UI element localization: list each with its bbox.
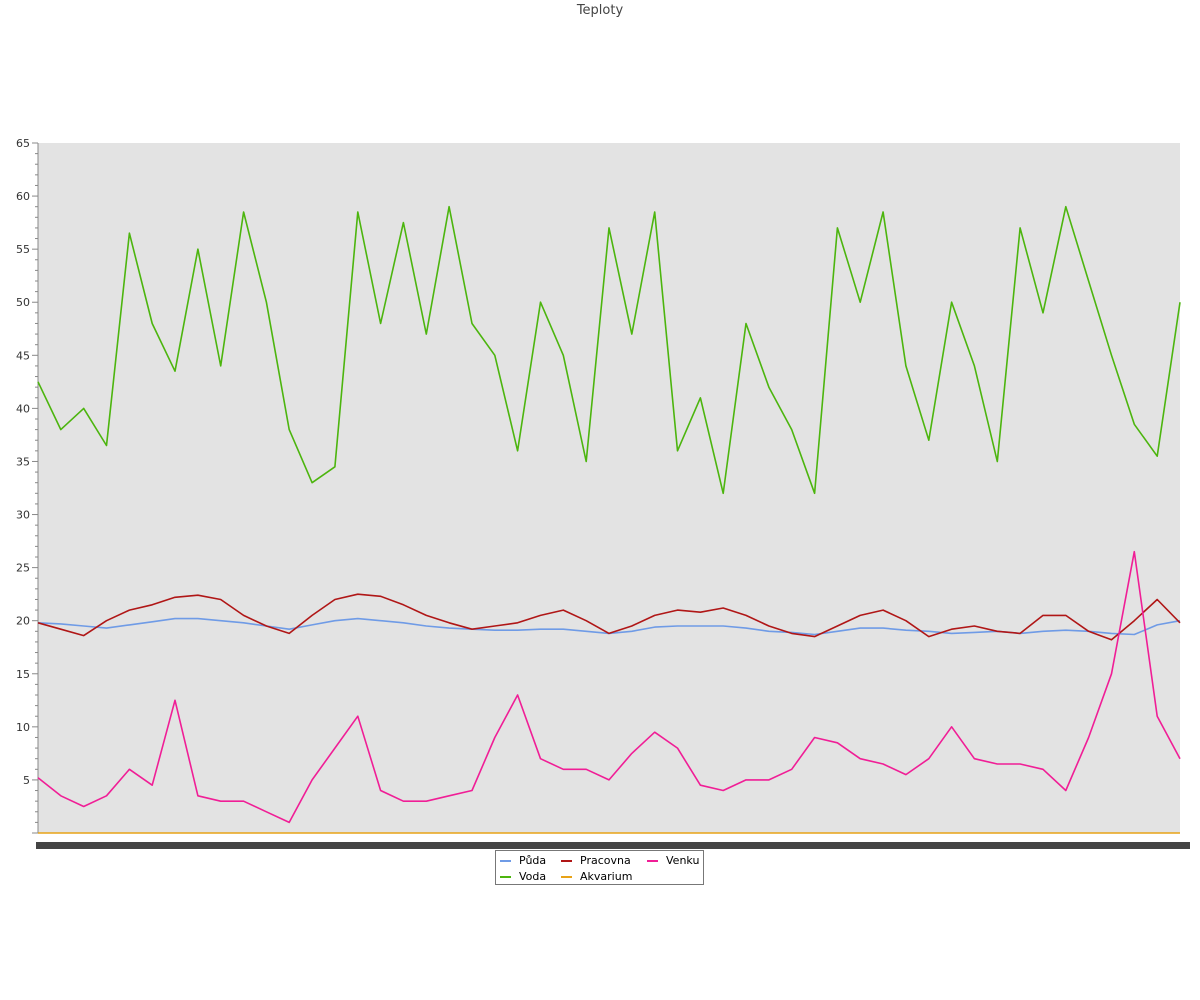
legend-swatch [500, 860, 511, 862]
y-tick-label: 25 [16, 562, 30, 575]
y-tick-label: 10 [16, 721, 30, 734]
legend-label: Voda [519, 870, 547, 883]
legend-item-voda: Voda [500, 870, 546, 884]
legend-label: Půda [519, 854, 547, 867]
y-tick-label: 35 [16, 455, 30, 468]
legend-swatch [561, 876, 572, 878]
legend-label: Pracovna [580, 854, 631, 867]
y-tick-label: 55 [16, 243, 30, 256]
y-tick-label: 40 [16, 402, 30, 415]
y-tick-label: 60 [16, 190, 30, 203]
series-layer [37, 205, 1181, 834]
y-tick-label: 5 [23, 774, 30, 787]
legend-swatch [561, 860, 572, 862]
legend-item-pracovna: Pracovna [561, 854, 631, 868]
series-line-venku [37, 550, 1181, 824]
legend-item-venku: Venku [647, 854, 699, 868]
legend-label: Akvarium [580, 870, 633, 883]
legend-swatch [500, 876, 511, 878]
y-tick-label: 50 [16, 296, 30, 309]
y-tick-label: 20 [16, 615, 30, 628]
y-tick-label: 45 [16, 349, 30, 362]
chart-title: Teploty [576, 3, 624, 18]
x-axis [36, 842, 1190, 849]
y-tick-label: 65 [16, 137, 30, 150]
series-line-voda [37, 205, 1181, 495]
plot-area [38, 143, 1180, 833]
y-tick-label: 15 [16, 668, 30, 681]
legend: Půda Pracovna Venku Voda Akvarium [495, 850, 704, 885]
legend-swatch [647, 860, 658, 862]
legend-item-akvarium: Akvarium [561, 870, 632, 884]
legend-label: Venku [666, 854, 700, 867]
x-axis-tick-band [36, 842, 1190, 849]
legend-item-puda: Půda [500, 854, 546, 868]
series-line-pracovna [37, 593, 1181, 641]
y-tick-label: 30 [16, 509, 30, 522]
y-axis: 5 10 15 20 25 30 35 40 45 50 55 60 65 [16, 137, 39, 834]
